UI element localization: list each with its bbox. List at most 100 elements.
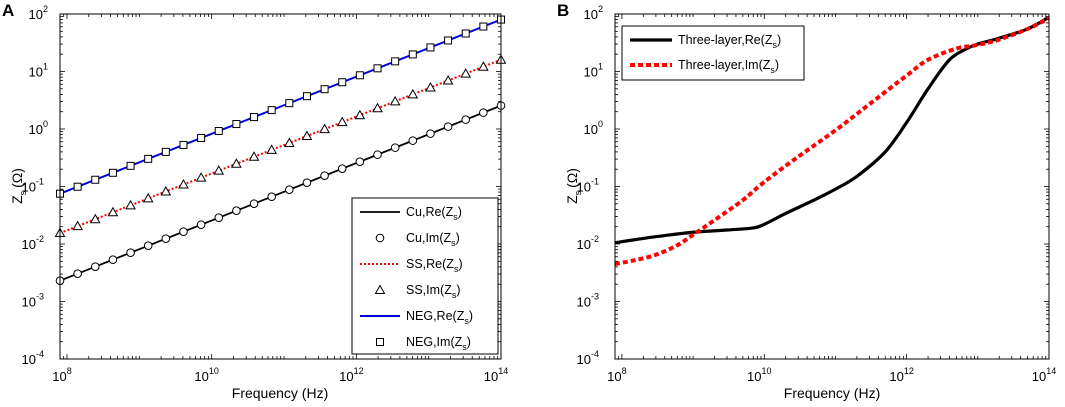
panel-b-xtick-label: 1014	[1032, 366, 1056, 384]
panel-a-series-2-marker	[479, 108, 488, 117]
panel-a-ytick-label: 10-3	[22, 292, 44, 310]
panel-a-legend-symbol-4	[374, 284, 386, 294]
panel-a-ytick-label: 10-1	[22, 177, 44, 195]
panel-a-series-6-marker	[320, 85, 329, 94]
panel-b: B 108 1010 1012 101410-410-310-210-11001011…	[557, 1, 1056, 401]
panel-a-xtick-label: 1012	[339, 366, 363, 384]
panel-a-series-2-marker	[355, 157, 365, 166]
panel-a-series-4-marker	[354, 109, 366, 120]
panel-a-series-2-marker	[196, 220, 206, 229]
panel-a-ytick-label: 10-4	[22, 349, 44, 367]
panel-b-ytick-label: 101	[584, 62, 603, 80]
panel-b-xlabel: Frequency (Hz)	[784, 385, 880, 401]
panel-a-series-6-marker	[126, 161, 135, 170]
panel-b-ylabel: Zs(Ω)	[564, 168, 583, 204]
panel-a: A 108 1010 1012 1014 10-4 10-3 10-2 10-1 100 101 1…	[2, 1, 508, 401]
panel-a-series-2-marker	[320, 171, 329, 180]
panel-a-legend-symbol-2	[375, 233, 385, 243]
panel-a-series-4-marker	[178, 179, 189, 189]
panel-a-series-6-marker	[461, 29, 470, 38]
panel-a-series-2-marker	[285, 185, 294, 194]
panel-a-xtick-label: 1010	[194, 366, 218, 384]
panel-b-xtick-label: 1010	[747, 366, 771, 384]
panel-a-xtick-label: 1014	[484, 366, 508, 384]
panel-a-axes-frame	[59, 13, 502, 360]
panel-a-series-4-marker	[425, 81, 436, 92]
panel-a-series-6-marker	[408, 50, 417, 59]
panel-b-ytick-label: 10-2	[577, 234, 599, 252]
panel-a-series-2-marker	[108, 255, 118, 264]
panel-a-series-6-markers	[56, 15, 505, 198]
panel-a-series-4-marker	[160, 185, 172, 196]
panel-a-series-6-marker	[302, 92, 311, 101]
panel-a-series-4-marker	[72, 220, 83, 231]
panel-a-series-4-markers	[54, 54, 507, 238]
panel-a-series-6-marker	[179, 140, 188, 149]
panel-a-series-4-marker	[283, 137, 295, 147]
panel-a-series-6-marker	[91, 175, 100, 184]
panel-a-series-2-marker	[267, 192, 276, 201]
panel-a-series-6-marker	[161, 147, 170, 156]
panel-a-series-6-marker	[108, 168, 117, 177]
panel-b-legend: Three-layer,Re(Zs) Three-layer,Im(Zs)	[621, 25, 805, 81]
panel-a-series-3-line	[59, 58, 502, 234]
panel-a-xtick-label: 108	[52, 366, 71, 384]
panel-b-axes-frame	[614, 13, 1050, 360]
panel-a-series-4-marker	[407, 88, 419, 99]
panel-a-series-1-line	[59, 104, 502, 282]
panel-a-series-2-marker	[249, 199, 259, 208]
panel-a-series-2-marker	[126, 248, 135, 257]
panel-a-series-2-marker	[408, 136, 418, 145]
panel-a-series-4-marker	[195, 172, 207, 182]
panel-a-series-2-marker	[179, 227, 188, 236]
panel-a-series	[54, 15, 507, 286]
panel-a-series-6-marker	[285, 99, 294, 108]
panel-b-legend-label-2: Three-layer,Im(Zs)	[678, 58, 779, 75]
panel-a-series-4-marker	[478, 61, 489, 71]
panel-a-series-6-marker	[426, 43, 435, 52]
panel-a-legend-symbol-6	[376, 338, 384, 346]
panel-b-ticks: 108 1010 1012 1014 10-4 10-3 10-2 10-1 100 101 102	[577, 4, 1057, 384]
panel-a-series-6-marker	[197, 133, 206, 142]
panel-a-series-2-marker	[461, 115, 471, 124]
panel-a-series-5-line	[59, 18, 502, 195]
panel-a-series-6-marker	[338, 78, 347, 87]
panel-a-series-2-marker	[143, 241, 153, 250]
panel-a-ytick-label: 101	[29, 62, 48, 80]
panel-a-legend-label-3: SS,Re(Zs)	[406, 257, 463, 274]
panel-b-ytick-label: 10-3	[577, 292, 599, 310]
panel-a-label: A	[2, 1, 14, 20]
panel-a-legend-label-4: SS,Im(Zs)	[406, 283, 461, 300]
panel-a-series-2-marker	[232, 206, 241, 215]
panel-a-legend-label-2: Cu,Im(Zs)	[406, 231, 460, 248]
panel-a-series-2-marker	[426, 129, 435, 138]
panel-a-series-6-marker	[232, 120, 241, 129]
panel-a-legend-label-1: Cu,Re(Zs)	[406, 205, 462, 222]
panel-a-series-4-marker	[442, 75, 454, 85]
panel-b-ytick-label: 10-4	[577, 349, 599, 367]
panel-a-series-4-marker	[107, 206, 119, 217]
panel-a-series-2-marker	[302, 178, 312, 187]
panel-a-series-4-marker	[248, 151, 260, 161]
panel-a-series-6-marker	[73, 182, 82, 191]
panel-b-ytick-label: 10-1	[577, 177, 599, 195]
panel-a-series-6-marker	[391, 57, 400, 66]
panel-a-series-2-marker	[373, 150, 382, 159]
panel-a-series-6-marker	[355, 71, 364, 80]
panel-a-series-6-marker	[267, 106, 276, 115]
panel-a-legend-label-5: NEG,Re(Zs)	[406, 309, 473, 326]
panel-a-series-2-marker	[390, 143, 400, 152]
panel-a-ytick-label: 102	[29, 4, 48, 22]
panel-a-series-2-marker	[90, 262, 100, 271]
panel-a-series-4-marker	[266, 144, 278, 154]
panel-a-series-2-marker	[73, 269, 82, 278]
panel-a-series-2-marker	[214, 213, 224, 222]
panel-a-series-6-marker	[444, 36, 453, 45]
panel-a-series-6-marker	[144, 154, 153, 163]
panel-a-series-4-marker	[89, 213, 101, 224]
panel-a-series-4-marker	[301, 130, 313, 141]
panel-a-series-2-marker	[161, 234, 171, 243]
panel-a-xlabel: Frequency (Hz)	[232, 385, 328, 401]
panel-a-series-4-marker	[213, 165, 225, 175]
